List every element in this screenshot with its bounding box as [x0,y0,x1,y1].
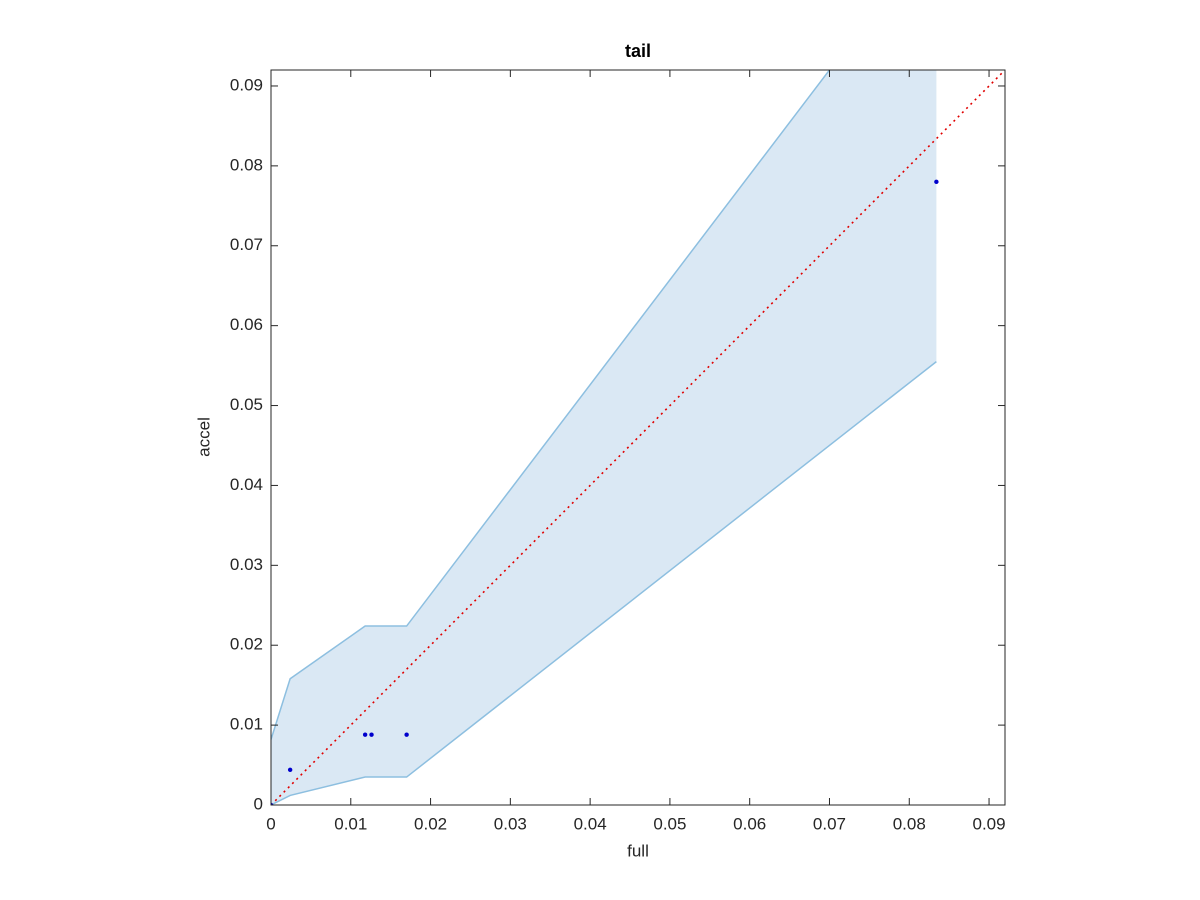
x-tick-label: 0 [266,814,275,833]
reference-line [271,70,1005,805]
x-tick-label: 0.07 [813,814,846,833]
confidence-band [271,70,937,805]
y-tick-label: 0.08 [230,155,263,174]
y-tick-label: 0.05 [230,395,263,414]
data-point [404,732,409,737]
y-tick-label: 0.04 [230,475,263,494]
band-upper-edge [271,70,831,740]
data-point [287,767,293,773]
y-tick-label: 0.09 [230,75,263,94]
axes-box [270,69,1006,806]
y-tick-label: 0.01 [230,715,263,734]
x-tick-label: 0.01 [334,814,367,833]
x-tick-label: 0.02 [414,814,447,833]
data-point [934,179,939,185]
x-tick-label: 0.09 [972,814,1005,833]
y-tick-label: 0 [254,794,263,813]
y-tick-label: 0.03 [230,555,263,574]
data-point [362,732,368,737]
y-tick-label: 0.07 [230,235,263,254]
x-tick-label: 0.06 [733,814,766,833]
x-tick-label: 0.04 [574,814,607,833]
chart-title: tail [625,41,651,61]
plot-area [271,70,1005,805]
x-tick-label: 0.08 [893,814,926,833]
axes: 0 0.01 0.02 0.03 0.04 0.05 0.06 0.07 0.08 0.09 0 0.… [230,69,1006,833]
y-axis-label: accel [194,417,213,457]
band-lower-edge [271,361,937,805]
data-point [271,802,274,805]
y-tick-label: 0.06 [230,315,263,334]
y-tick-label: 0.02 [230,635,263,654]
data-point [369,732,374,737]
x-tick-label: 0.03 [494,814,527,833]
x-tick-label: 0.05 [653,814,686,833]
x-axis-label: full [627,841,649,860]
